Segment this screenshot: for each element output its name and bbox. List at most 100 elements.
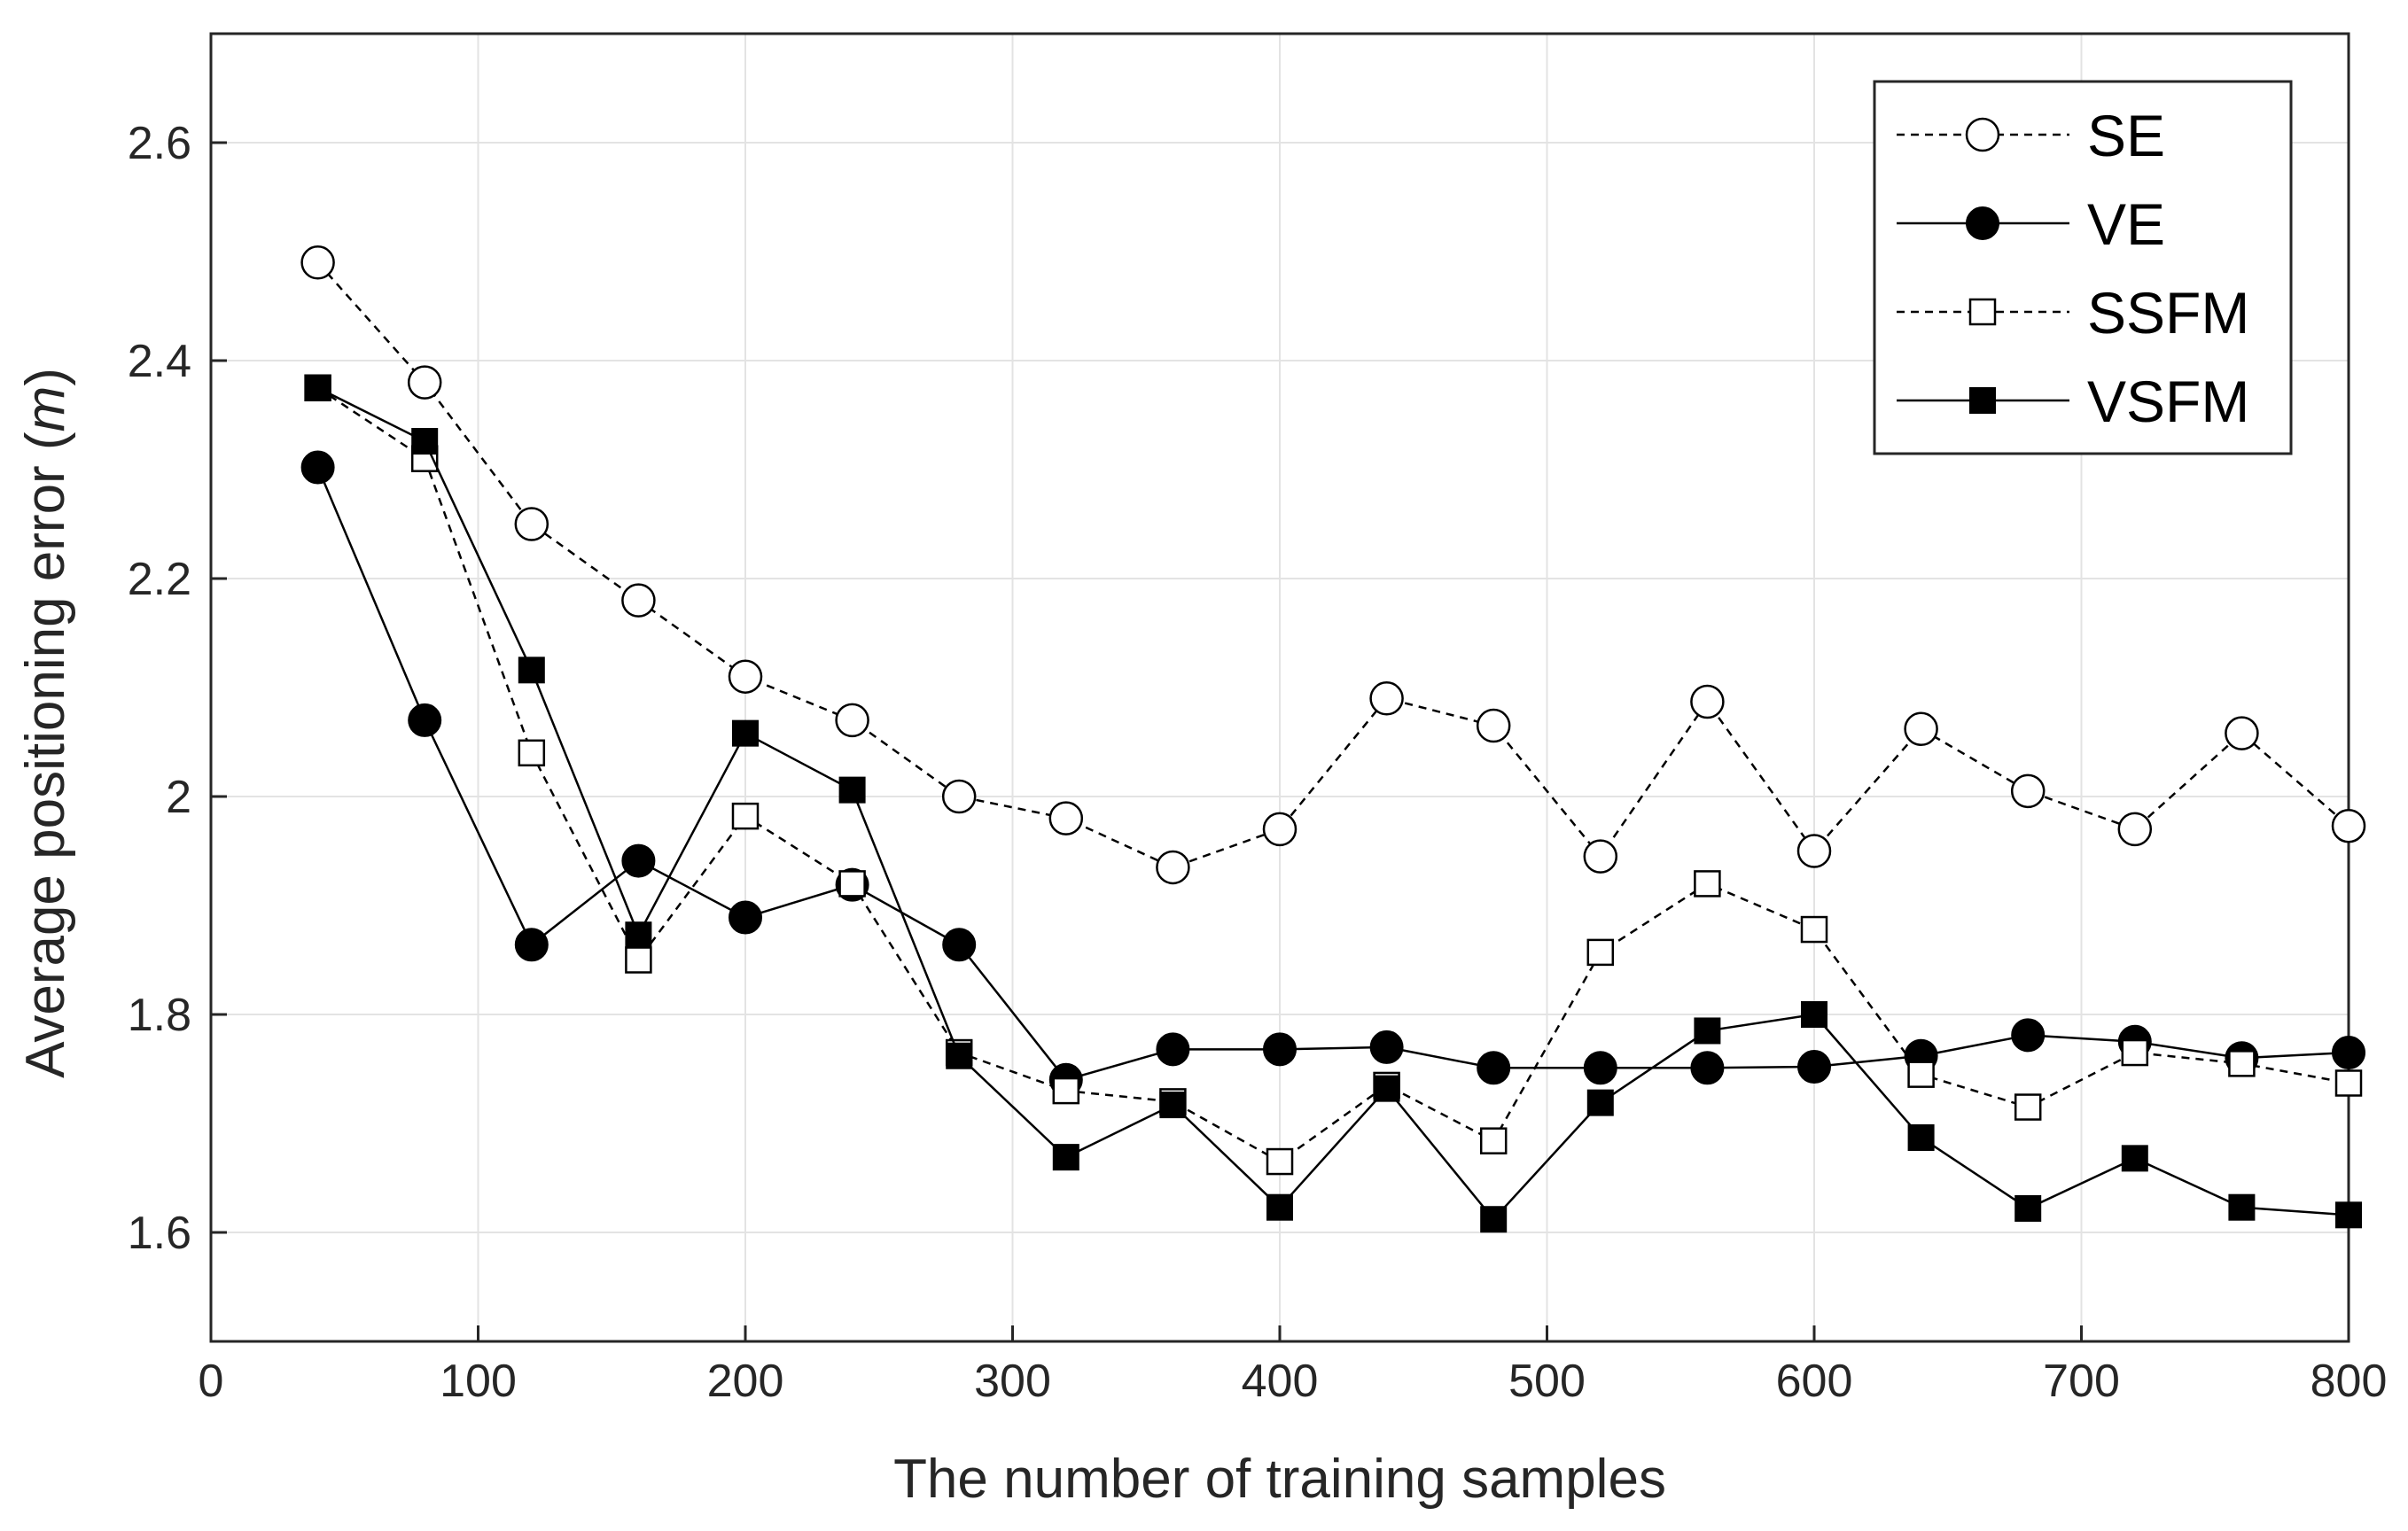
data-point-se xyxy=(1690,684,1725,719)
series-layer xyxy=(300,245,2366,1233)
data-point-se xyxy=(514,507,549,541)
legend-item-vsfm: VSFM xyxy=(1897,369,2249,434)
data-point-se xyxy=(1476,708,1511,743)
data-point-se xyxy=(941,779,977,814)
y-tick-label: 2.6 xyxy=(128,118,191,169)
y-tick-label: 1.8 xyxy=(128,990,191,1041)
series-vsfm xyxy=(304,374,2362,1233)
data-point-se xyxy=(621,583,656,618)
x-tick-label: 200 xyxy=(707,1356,784,1407)
legend-box xyxy=(1873,80,2293,455)
y-axis-label-unit: m xyxy=(15,386,76,432)
x-axis-label: The number of training samples xyxy=(893,1449,1666,1510)
data-point-vsfm xyxy=(1373,1075,1400,1102)
series-line-vsfm xyxy=(317,386,2350,1222)
y-axis-label-prefix: Average positioning error ( xyxy=(15,431,76,1078)
data-point-ssfm xyxy=(1266,1147,1294,1176)
data-point-ve xyxy=(1797,1050,1831,1084)
data-point-ssfm xyxy=(1586,938,1615,967)
data-point-ssfm xyxy=(2014,1093,2042,1121)
data-point-ve xyxy=(621,843,656,878)
data-point-vsfm xyxy=(1586,1089,1614,1116)
legend-marker-se xyxy=(1965,117,2000,152)
data-point-ssfm xyxy=(1052,1076,1080,1105)
y-tick-label: 2.4 xyxy=(128,336,191,387)
data-point-vsfm xyxy=(1801,1001,1827,1028)
y-axis-label-suffix: ) xyxy=(15,368,76,386)
data-point-se xyxy=(1796,834,1832,868)
data-point-se xyxy=(2331,808,2366,843)
data-point-ve xyxy=(2011,1018,2046,1053)
legend-label-se: SE xyxy=(2087,103,2165,168)
data-point-ve xyxy=(1156,1032,1190,1067)
data-point-ssfm xyxy=(731,802,760,830)
legend-marker-vsfm xyxy=(1969,387,1996,414)
data-point-vsfm xyxy=(304,374,331,401)
data-point-se xyxy=(1369,681,1404,716)
data-point-se xyxy=(2117,812,2153,847)
data-point-ssfm xyxy=(2228,1050,2256,1077)
data-point-ve xyxy=(514,928,549,962)
x-tick-label: 500 xyxy=(1508,1356,1586,1407)
data-point-vsfm xyxy=(1907,1123,1935,1151)
data-point-ssfm xyxy=(1800,915,1828,944)
x-tick-label: 800 xyxy=(2311,1356,2388,1407)
data-point-ve xyxy=(729,900,762,935)
x-tick-label: 700 xyxy=(2043,1356,2120,1407)
y-tick-label: 2.2 xyxy=(128,554,191,605)
legend-item-se: SE xyxy=(1897,103,2165,168)
data-point-vsfm xyxy=(946,1042,973,1069)
data-point-ve xyxy=(942,928,977,962)
data-point-se xyxy=(835,703,869,738)
data-point-ssfm xyxy=(625,946,652,974)
data-point-vsfm xyxy=(2014,1194,2042,1222)
data-point-se xyxy=(1156,850,1190,885)
data-point-vsfm xyxy=(2121,1145,2148,1172)
data-point-vsfm xyxy=(625,921,652,949)
series-line-ve xyxy=(316,467,2350,1082)
series-line-se xyxy=(316,261,2350,869)
axis-ticks: 0 100 200 300 400 500 600 700 800 1.6 1.8 2 2.2 2.4 2.… xyxy=(128,118,2388,1407)
x-tick-label: 400 xyxy=(1242,1356,1319,1407)
series-ssfm xyxy=(304,374,2363,1176)
data-point-ve xyxy=(1369,1030,1404,1064)
legend-label-ve: VE xyxy=(2087,191,2165,257)
series-line-ssfm xyxy=(316,386,2350,1163)
y-tick-label: 1.6 xyxy=(128,1208,191,1259)
data-point-ssfm xyxy=(838,870,866,898)
legend-item-ssfm: SSFM xyxy=(1897,280,2249,346)
legend-item-ve: VE xyxy=(1897,191,2165,257)
data-point-ve xyxy=(1263,1032,1297,1067)
data-point-se xyxy=(1262,812,1298,847)
data-point-vsfm xyxy=(1694,1017,1721,1045)
data-point-se xyxy=(728,659,763,694)
data-point-se xyxy=(2010,773,2046,809)
data-point-se xyxy=(300,245,335,280)
data-point-ssfm xyxy=(1694,870,1721,898)
x-tick-label: 300 xyxy=(974,1356,1051,1407)
data-point-ve xyxy=(1690,1051,1725,1085)
data-point-vsfm xyxy=(732,719,759,747)
data-point-se xyxy=(407,365,442,400)
x-tick-label: 100 xyxy=(440,1356,517,1407)
series-se xyxy=(300,245,2366,885)
data-point-ve xyxy=(300,450,335,485)
x-tick-label: 600 xyxy=(1776,1356,1853,1407)
legend-marker-ve xyxy=(1966,206,1999,240)
data-point-vsfm xyxy=(2335,1201,2362,1229)
data-point-ssfm xyxy=(1479,1127,1508,1154)
x-tick-label: 0 xyxy=(199,1356,224,1407)
data-point-vsfm xyxy=(838,776,866,804)
data-point-ssfm xyxy=(518,739,546,767)
data-point-vsfm xyxy=(518,657,545,684)
data-point-se xyxy=(1048,801,1084,835)
data-point-ve xyxy=(408,703,442,737)
data-point-se xyxy=(1904,711,1938,746)
legend-label-vsfm: VSFM xyxy=(2087,369,2249,434)
data-point-vsfm xyxy=(411,428,439,455)
data-point-ve xyxy=(1583,1051,1617,1085)
data-point-se xyxy=(2225,716,2259,750)
y-axis-label: Average positioning error (m) xyxy=(15,368,76,1078)
